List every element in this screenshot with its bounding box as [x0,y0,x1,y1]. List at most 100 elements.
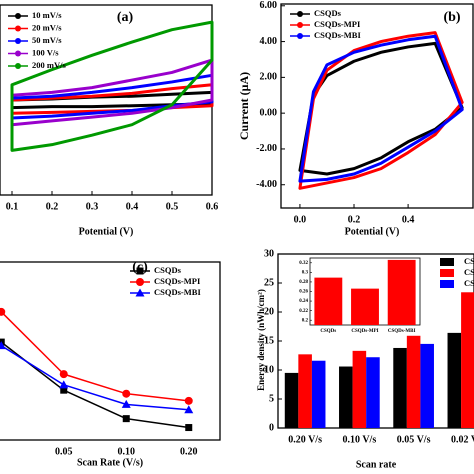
series-line [10,73,214,120]
x-tick-label: 0.4 [402,214,415,225]
series-line [298,31,464,190]
inset-y-tick-label: 0.26 [299,290,308,295]
bar [447,332,462,428]
x-axis-label: Potential (V) [79,226,134,237]
series-line [298,41,464,176]
legend-marker [15,63,21,69]
legend-label: CSQDs [464,256,474,266]
x-tick-label: 0.2 [348,214,361,225]
legend-label: CSQDs-MBI [314,30,361,40]
x-tick-label: 0.4 [126,201,139,212]
y-tick-label: -2.00 [256,143,277,154]
inset-y-tick-label: 0.2 [302,318,309,323]
inset-y-tick-label: 0.32 [299,261,308,266]
inset-x-tick-label: CSQDs-MPI [351,329,378,334]
bar [339,366,353,428]
legend-swatch [440,280,454,288]
series-line [0,341,189,429]
y-tick-label: 20 [264,306,274,317]
inset-bar [314,277,343,325]
legend-label: 10 mV/s [32,10,62,20]
inset-x-tick-label: CSQDs [320,329,336,334]
inset-y-tick-label: 0.24 [299,299,308,304]
x-tick-label: 0.2 [46,201,59,212]
legend-label: CSQDs-MBI [154,287,201,297]
x-tick-label: 0.10 [118,446,136,457]
series-line [0,345,189,411]
series-line [298,34,464,183]
marker [0,338,5,346]
x-tick-label: 0.05 V/s [397,434,431,445]
legend-label: 100 V/s [32,47,59,57]
inset-bar [351,288,379,325]
legend-marker [15,25,21,32]
inset-x-tick-label: CSQDs-MBI [388,329,416,334]
bar [311,360,326,428]
x-tick-label: 0.05 [55,446,73,457]
bar [420,343,434,428]
y-tick-label: 6.00 [260,0,278,11]
legend-label: CSQDs-MPI [154,276,201,286]
marker [0,341,6,350]
bar [352,350,367,428]
y-tick-label: -4.00 [256,179,277,190]
marker [60,386,68,394]
x-tick-label: 0.1 [6,201,19,212]
series-line [10,20,214,152]
legend-marker [15,50,21,57]
legend-label: CSQDs-MBI [464,278,474,288]
x-tick-label: 0.10 V/s [343,434,377,445]
bar [461,292,474,428]
x-tick-label: 0.20 [180,446,198,457]
bar [393,347,407,428]
marker [185,424,193,432]
bar [406,335,421,428]
y-tick-label: 0.00 [260,107,278,118]
marker [59,380,69,389]
y-tick-label: 2.00 [260,72,278,83]
marker [59,370,68,379]
legend-marker [15,13,21,19]
marker [184,405,194,414]
marker [136,278,144,286]
bar [284,372,299,428]
series-line [10,83,214,115]
x-tick-label: 0.02 V/s [451,434,474,445]
marker [0,307,6,316]
x-axis-label: Potential (V) [345,226,400,237]
bar [366,357,380,428]
series-line [10,58,214,127]
x-tick-label: 0.0 [294,214,307,225]
legend-swatch [440,269,454,277]
x-tick-label: 0.3 [86,201,99,212]
panel-label: (b) [443,10,460,25]
inset-y-tick-label: 0.3 [302,270,309,275]
x-tick-label: 0.5 [166,201,179,212]
x-axis-label: Scan Rate (V/s) [77,457,143,468]
x-axis-label: Scan rate [356,459,397,470]
y-tick-label: 15 [264,335,274,346]
y-axis-label: Current (μA) [237,72,251,140]
x-tick-label: 0.20 V/s [288,434,322,445]
legend-label: CSQDs-MPI [464,267,474,277]
legend-marker [297,22,303,28]
panel-label: (a) [117,10,134,25]
series-line [0,311,189,402]
legend-label: 200 mV/s [32,60,66,70]
bar [298,354,312,428]
plot-frame [0,261,221,441]
plot-frame [280,3,474,209]
marker [121,399,131,408]
legend-marker [15,38,21,44]
marker [122,389,131,398]
y-tick-label: 25 [264,277,274,288]
marker [135,288,145,297]
legend-label: 50 mV/s [32,35,62,45]
marker [184,396,193,405]
legend-marker [297,11,303,17]
legend-label: CSQDs [314,8,342,18]
y-axis-label: Energy density (nWh/cm²) [256,289,266,391]
y-tick-label: 30 [264,248,274,259]
x-tick-label: 0.6 [206,201,219,212]
